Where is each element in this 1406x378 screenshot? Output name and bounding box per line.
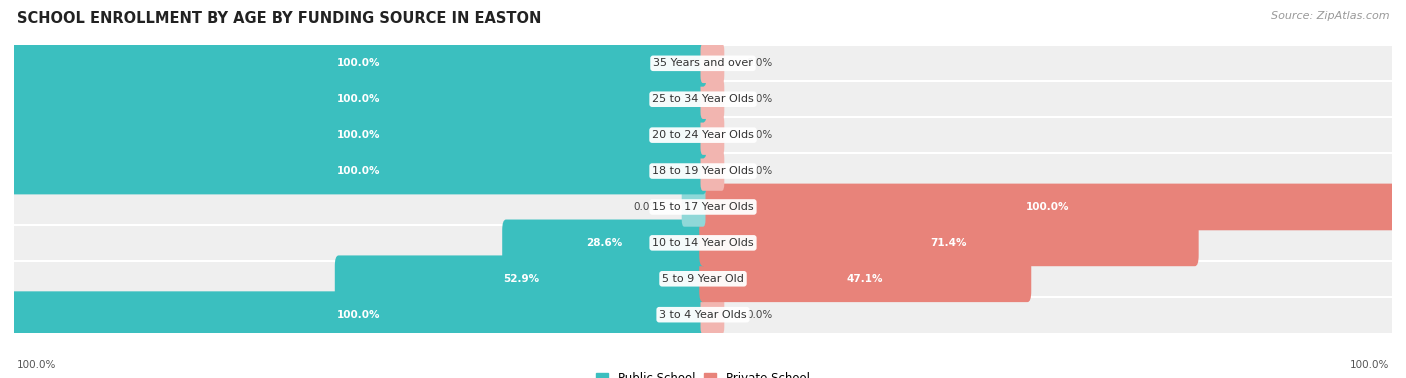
- Text: 18 to 19 Year Olds: 18 to 19 Year Olds: [652, 166, 754, 176]
- Text: 0.0%: 0.0%: [633, 202, 659, 212]
- Bar: [14, 188, 1392, 190]
- Bar: [14, 297, 1392, 333]
- FancyBboxPatch shape: [700, 79, 724, 119]
- Bar: [14, 45, 1392, 81]
- Text: 100.0%: 100.0%: [1026, 202, 1069, 212]
- FancyBboxPatch shape: [502, 220, 707, 266]
- Bar: [14, 80, 1392, 82]
- Text: 0.0%: 0.0%: [747, 94, 773, 104]
- Text: 100.0%: 100.0%: [337, 166, 380, 176]
- Bar: [14, 152, 1392, 154]
- Text: SCHOOL ENROLLMENT BY AGE BY FUNDING SOURCE IN EASTON: SCHOOL ENROLLMENT BY AGE BY FUNDING SOUR…: [17, 11, 541, 26]
- Text: 0.0%: 0.0%: [747, 58, 773, 68]
- Bar: [14, 260, 1392, 262]
- FancyBboxPatch shape: [10, 112, 707, 158]
- FancyBboxPatch shape: [699, 256, 1031, 302]
- Text: 100.0%: 100.0%: [337, 130, 380, 140]
- Text: 100.0%: 100.0%: [1350, 361, 1389, 370]
- Text: 0.0%: 0.0%: [747, 166, 773, 176]
- Text: 52.9%: 52.9%: [503, 274, 538, 284]
- Bar: [14, 44, 1392, 46]
- Text: 100.0%: 100.0%: [17, 361, 56, 370]
- FancyBboxPatch shape: [682, 187, 706, 227]
- FancyBboxPatch shape: [699, 220, 1199, 266]
- Bar: [14, 81, 1392, 117]
- Text: 3 to 4 Year Olds: 3 to 4 Year Olds: [659, 310, 747, 320]
- Bar: [14, 117, 1392, 153]
- FancyBboxPatch shape: [700, 151, 724, 191]
- Text: 100.0%: 100.0%: [337, 94, 380, 104]
- Bar: [14, 116, 1392, 118]
- FancyBboxPatch shape: [10, 76, 707, 122]
- Text: 0.0%: 0.0%: [747, 130, 773, 140]
- Bar: [14, 189, 1392, 225]
- Bar: [14, 224, 1392, 226]
- Text: 0.0%: 0.0%: [747, 310, 773, 320]
- Text: 28.6%: 28.6%: [586, 238, 623, 248]
- Text: 47.1%: 47.1%: [846, 274, 883, 284]
- FancyBboxPatch shape: [10, 148, 707, 194]
- Text: 20 to 24 Year Olds: 20 to 24 Year Olds: [652, 130, 754, 140]
- Text: 15 to 17 Year Olds: 15 to 17 Year Olds: [652, 202, 754, 212]
- Text: 10 to 14 Year Olds: 10 to 14 Year Olds: [652, 238, 754, 248]
- Text: 5 to 9 Year Old: 5 to 9 Year Old: [662, 274, 744, 284]
- Bar: [14, 153, 1392, 189]
- Text: 35 Years and over: 35 Years and over: [652, 58, 754, 68]
- FancyBboxPatch shape: [335, 256, 707, 302]
- FancyBboxPatch shape: [700, 43, 724, 83]
- Text: 100.0%: 100.0%: [337, 310, 380, 320]
- FancyBboxPatch shape: [700, 115, 724, 155]
- Bar: [14, 261, 1392, 297]
- Text: 100.0%: 100.0%: [337, 58, 380, 68]
- Legend: Public School, Private School: Public School, Private School: [592, 367, 814, 378]
- FancyBboxPatch shape: [700, 295, 724, 335]
- Text: Source: ZipAtlas.com: Source: ZipAtlas.com: [1271, 11, 1389, 21]
- Bar: [14, 296, 1392, 298]
- FancyBboxPatch shape: [10, 40, 707, 87]
- FancyBboxPatch shape: [10, 291, 707, 338]
- Text: 25 to 34 Year Olds: 25 to 34 Year Olds: [652, 94, 754, 104]
- FancyBboxPatch shape: [699, 184, 1396, 230]
- Bar: [14, 225, 1392, 261]
- Text: 71.4%: 71.4%: [931, 238, 967, 248]
